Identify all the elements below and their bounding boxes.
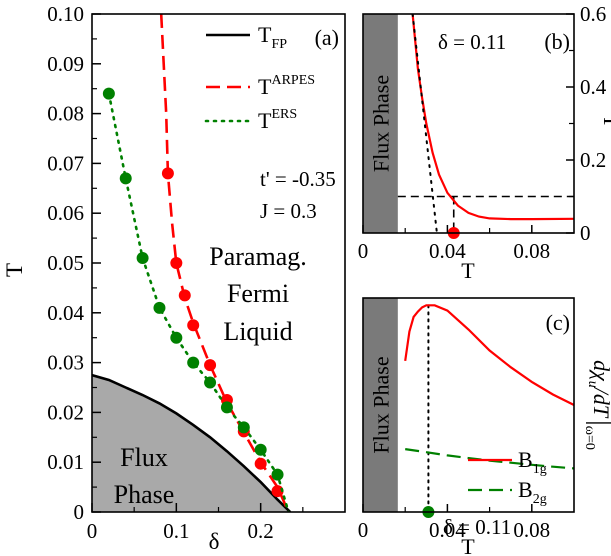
flux-phase-band-label: Flux Phase: [368, 356, 393, 453]
data-point-t_arpes: [271, 485, 284, 498]
x-tick-label: 0.08: [513, 518, 550, 542]
y-tick-label: 0.06: [47, 201, 84, 225]
y-tick-label: 0.2: [580, 148, 606, 172]
legend-entry: TFP: [258, 22, 287, 52]
data-point-t_ers: [254, 443, 267, 456]
y-tick-label: 0.04: [47, 301, 84, 325]
series-line-b1g: [404, 304, 574, 406]
series-line-b2g: [405, 448, 574, 470]
plot-frame-c: [362, 297, 575, 513]
data-point-t_ers: [170, 331, 183, 344]
x-tick-label: 0.1: [163, 519, 189, 543]
data-point-t_ers: [119, 172, 132, 185]
flux-label: Phase: [114, 480, 175, 509]
panel-b: Flux Phase 0 0.04 0.08 0 0.2 0.4 0.6 T Γδ = 0.11 (…: [358, 2, 611, 283]
legend-entry: TARPES: [258, 73, 315, 99]
x-tick-label: 0.04: [429, 239, 466, 263]
legend-entry: B2g: [518, 477, 547, 507]
x-axis-label: T: [461, 534, 475, 556]
plot-frame-b: [362, 13, 575, 234]
delta-annotation: δ = 0.11: [443, 515, 511, 539]
flux-label: Flux: [120, 443, 168, 472]
data-point-t_arpes: [204, 359, 217, 372]
x-tick-label: 0: [87, 519, 98, 543]
paramag-label: Fermi: [227, 279, 289, 308]
y-axis-label: Γ: [599, 117, 611, 130]
y-tick-label: 0.09: [47, 52, 84, 76]
data-point-t_ers: [237, 421, 250, 434]
y-tick-label: 0.6: [580, 2, 606, 26]
tangent-line: [411, 14, 438, 233]
data-point-t_arpes: [187, 319, 200, 332]
panel-label-b: (b): [544, 29, 570, 54]
legend-entry: TERS: [258, 107, 297, 133]
y-tick-label: 0.02: [47, 400, 84, 424]
data-point-t_ers: [153, 301, 166, 314]
panel-label-c: (c): [546, 310, 570, 335]
param-tprime: t' = -0.35: [260, 167, 336, 191]
panel-a: 0 0.01 0.02 0.03 0.04 0.05 0.06 0.07 0.08 0.09 0.1…: [2, 2, 346, 554]
y-axis-label: dχu/dT|ω=0: [582, 360, 611, 450]
series-line-t_fp: [92, 373, 292, 512]
x-tick-label: 0: [358, 518, 369, 542]
flux-phase-band: [363, 14, 398, 233]
data-point-t_arpes: [178, 289, 191, 302]
x-tick-label: 0.08: [513, 239, 550, 263]
data-point-t_ers: [102, 87, 115, 100]
legend-entry: B1g: [518, 447, 547, 477]
data-point-t_ers: [271, 468, 284, 481]
y-axis-label: T: [2, 263, 27, 277]
flux-phase-region: [92, 375, 291, 512]
data-point-t_arpes: [161, 167, 174, 180]
data-point-t_arpes: [170, 257, 183, 269]
x-axis-label: T: [461, 258, 475, 283]
y-tick-label: 0.08: [47, 102, 84, 126]
series-line-t_arpes: [159, 14, 290, 512]
x-tick-label: 0.2: [248, 519, 274, 543]
flux-phase-band: [363, 298, 398, 512]
plot-frame-a: [91, 13, 346, 513]
y-tick-label: 0: [580, 221, 591, 245]
panel-label-a: (a): [315, 25, 339, 50]
flux-phase-band-label: Flux Phase: [368, 75, 393, 172]
data-point-t_arpes: [254, 457, 267, 470]
x-axis-label: δ: [209, 529, 220, 554]
data-point-t_ers: [204, 376, 217, 389]
x-tick-label: 0: [358, 239, 369, 263]
paramag-label: Paramag.: [209, 242, 306, 271]
y-tick-label: 0.10: [47, 2, 84, 26]
delta-annotation: δ = 0.11: [438, 30, 506, 54]
y-tick-label: 0.01: [47, 450, 84, 474]
data-point-t_ers: [187, 356, 200, 369]
y-tick-label: 0.4: [580, 75, 607, 99]
data-point-t_ers: [136, 252, 149, 265]
y-tick-label: 0.07: [47, 151, 84, 175]
paramag-label: Liquid: [223, 317, 292, 346]
data-point-t_ers: [220, 401, 233, 414]
y-tick-label: 0.05: [47, 251, 84, 275]
y-tick-label: 0: [74, 500, 85, 524]
y-tick-label: 0.03: [47, 351, 84, 375]
param-j: J = 0.3: [260, 199, 317, 223]
x-tick-label: 0.04: [429, 518, 466, 542]
